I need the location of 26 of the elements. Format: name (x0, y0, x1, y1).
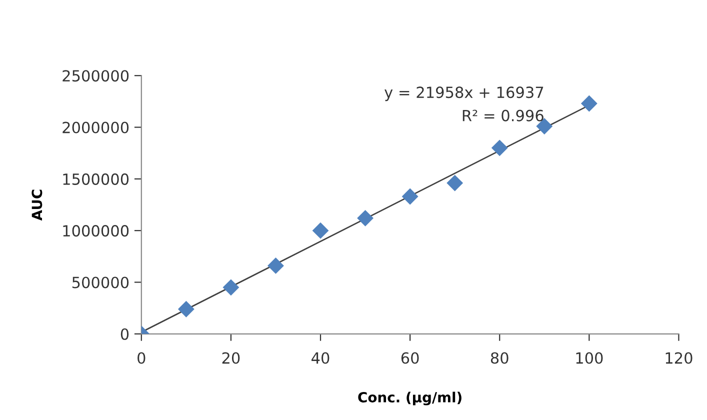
annotation: y = 21958x + 16937 (384, 86, 544, 102)
x-tick-label: 0 (138, 352, 146, 364)
point (491, 140, 508, 156)
x-tick-label: 80 (490, 352, 508, 364)
x-tick-label: 120 (666, 352, 692, 364)
y-tick-label: 0 (120, 328, 129, 340)
x-tick-label: 60 (401, 352, 419, 364)
point (312, 222, 329, 239)
point (268, 257, 284, 274)
point (580, 95, 598, 112)
y-tick-label: 2500000 (62, 70, 129, 82)
y-tick-label: 1500000 (63, 173, 129, 185)
point (178, 300, 194, 318)
y-axis-title: AUC (32, 190, 42, 221)
x-tick-label: 20 (222, 352, 240, 364)
x-tick-label: 100 (576, 352, 603, 364)
y-tick-label: 500000 (72, 276, 129, 288)
y-tick-label: 2000000 (62, 122, 129, 134)
point (222, 279, 240, 296)
y-tick-label: 1000000 (63, 225, 129, 237)
point (446, 174, 464, 192)
point (402, 188, 418, 205)
point (357, 210, 374, 226)
annotation: R² = 0.996 (462, 110, 544, 122)
x-tick-label: 40 (312, 352, 330, 364)
x-axis-title: Conc. (µg/ml) (358, 392, 462, 406)
